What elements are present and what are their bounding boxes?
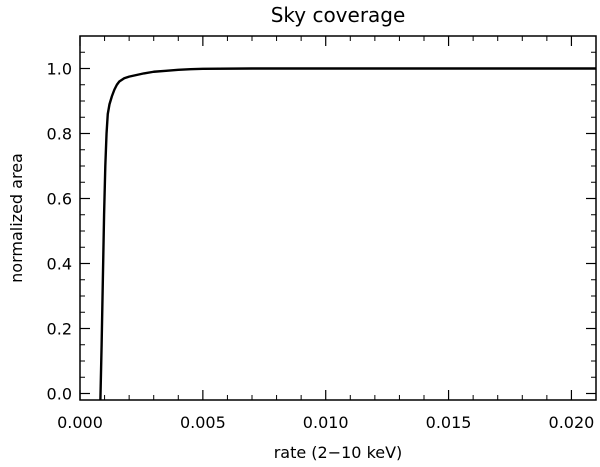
x-tick-label: 0.010: [303, 413, 349, 432]
y-tick-label: 1.0: [47, 60, 72, 79]
x-tick-label: 0.005: [180, 413, 226, 432]
x-tick-label: 0.015: [426, 413, 472, 432]
x-axis-label: rate (2−10 keV): [274, 443, 403, 462]
y-axis: 0.0 0.2 0.4 0.6 0.8 1.0: [47, 51, 596, 404]
chart-title: Sky coverage: [271, 3, 406, 27]
y-tick-label: 0.8: [47, 125, 72, 144]
series-layer: [99, 67, 596, 401]
y-tick-label: 0.4: [47, 255, 72, 274]
x-axis: 0.000 0.005 0.010 0.015 0.020: [57, 36, 594, 432]
y-tick-label: 0.2: [47, 320, 72, 339]
x-tick-label: 0.000: [57, 413, 103, 432]
plot-frame: [79, 35, 597, 401]
y-axis-label: normalized area: [7, 153, 26, 283]
y-tick-label: 0.6: [47, 190, 72, 209]
series-line-0: [99, 67, 596, 401]
x-tick-label: 0.020: [549, 413, 595, 432]
y-tick-label: 0.0: [47, 385, 72, 404]
